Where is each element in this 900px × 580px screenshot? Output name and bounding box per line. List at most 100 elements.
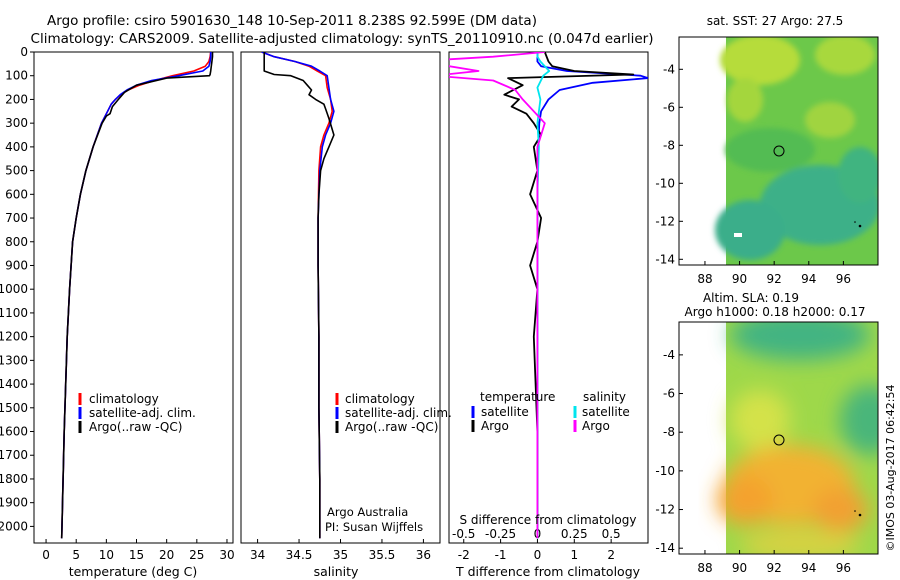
- salinity-x-axis: 34 34.5 35 35.5 36: [250, 539, 431, 562]
- sla-low-patch: [730, 322, 870, 360]
- series-line-satellite-adj-clim: [261, 52, 335, 539]
- x-tick-label: -2: [458, 548, 470, 562]
- series-line-argo-raw-qc: [263, 52, 335, 539]
- map-x-tick-label: 92: [767, 272, 782, 286]
- series-line-climatology: [261, 52, 334, 539]
- legend-temperature-title: temperature: [480, 390, 555, 404]
- sla-field-texture: [717, 322, 878, 554]
- depth-tick-label: 700: [5, 211, 28, 225]
- difference-xlabel-top: S difference from climatology: [460, 513, 637, 527]
- x-tick-label: 35: [333, 548, 348, 562]
- depth-tick-label: 400: [5, 140, 28, 154]
- salinity-note-line1: Argo Australia: [327, 505, 408, 519]
- legend-label-sal-satellite: satellite: [582, 405, 630, 419]
- sst-green-patch: [725, 128, 815, 172]
- map-x-tick-label: 90: [732, 561, 747, 575]
- sst-float-dot: [854, 221, 856, 223]
- series-line-argo-raw-qc: [60, 52, 214, 539]
- sla-mid-patch: [740, 530, 860, 554]
- map-x-tick-label: 94: [801, 272, 816, 286]
- depth-tick-label: 1200: [0, 330, 28, 344]
- x-tick-label: 10: [99, 548, 114, 562]
- legend-label-climatology: climatology: [345, 392, 415, 406]
- x-tick-label: -1: [495, 548, 507, 562]
- depth-tick-label: 600: [5, 187, 28, 201]
- map-y-tick-label: -14: [655, 541, 675, 555]
- x2-tick-label: -0.25: [485, 527, 516, 541]
- legend-label-satellite: satellite-adj. clim.: [89, 406, 196, 420]
- x-tick-label: 5: [72, 548, 80, 562]
- sla-argo-position-marker: [773, 434, 785, 446]
- legend-label-temp-argo: Argo: [481, 419, 509, 433]
- salinity-plot-frame: [240, 51, 441, 544]
- temperature-x-axis: 0 5 10 15 20 25 30: [42, 539, 235, 562]
- x-tick-label: 25: [189, 548, 204, 562]
- map-y-tick-label: -4: [663, 62, 675, 76]
- sla-map-frame: [678, 321, 879, 555]
- map-y-tick-label: -14: [655, 252, 675, 266]
- figure-title-line1: Argo profile: csiro 5901630_148 10-Sep-2…: [47, 13, 537, 29]
- series-line-climatology: [60, 52, 212, 539]
- sst-warm-patch: [815, 37, 875, 75]
- difference-xlabel-bottom: T difference from climatology: [455, 564, 641, 579]
- map-y-tick-label: -10: [655, 464, 675, 478]
- sst-map-title: sat. SST: 27 Argo: 27.5: [707, 14, 844, 28]
- legend-label-satellite: satellite-adj. clim.: [345, 406, 452, 420]
- sst-map-axes: 88 90 92 94 96 -4 -6 -8 -10 -12 -14: [655, 62, 851, 286]
- depth-tick-label: 500: [5, 164, 28, 178]
- sst-gap-marker: [734, 233, 742, 237]
- depth-tick-label: 0: [20, 45, 28, 59]
- map-y-tick-label: -8: [663, 425, 675, 439]
- temperature-plot-frame: [33, 51, 234, 544]
- sla-mid-patch: [730, 390, 790, 450]
- legend-label-temp-satellite: satellite: [481, 405, 529, 419]
- x2-tick-label: -0.5: [452, 527, 475, 541]
- series-line-satellite-adj-clim: [60, 52, 212, 539]
- depth-tick-label: 1300: [0, 353, 28, 367]
- x-tick-label: 36: [416, 548, 431, 562]
- sst-warm-patch: [805, 102, 855, 138]
- difference-series: [449, 52, 648, 539]
- depth-tick-label: 800: [5, 235, 28, 249]
- depth-tick-label: 1100: [0, 306, 28, 320]
- sst-map: [679, 37, 878, 265]
- map-x-tick-label: 92: [767, 561, 782, 575]
- depth-tick-label: 100: [5, 69, 28, 83]
- map-x-tick-label: 90: [732, 272, 747, 286]
- series-line-temperature-satellite: [536, 52, 648, 539]
- map-y-tick-label: -6: [663, 387, 675, 401]
- figure-title-line2: Climatology: CARS2009. Satellite-adjuste…: [31, 31, 654, 47]
- legend-label-argo: Argo(..raw -QC): [89, 420, 182, 434]
- sla-low-patch: [840, 385, 878, 455]
- x2-tick-label: 0.25: [561, 527, 588, 541]
- depth-axis: 0 100 200 300 400 500 600 700 800 900 1000 1100 1200…: [0, 45, 34, 533]
- map-y-tick-label: -4: [663, 348, 675, 362]
- sst-argo-position-marker: [773, 145, 785, 157]
- x2-tick-label: 0.5: [602, 527, 621, 541]
- sla-map: [679, 322, 878, 554]
- map-y-tick-label: -12: [655, 503, 675, 517]
- map-x-tick-label: 96: [836, 272, 851, 286]
- depth-tick-label: 1700: [0, 448, 28, 462]
- sla-map-title1: Altim. SLA: 0.19: [703, 291, 799, 305]
- sla-high-patch: [717, 475, 773, 525]
- x-tick-label: 15: [129, 548, 144, 562]
- x-tick-label: 0: [534, 548, 542, 562]
- map-x-tick-label: 88: [697, 561, 712, 575]
- temperature-series: [60, 52, 214, 539]
- sst-warm-patch: [720, 37, 800, 85]
- x-tick-label: 34.5: [286, 548, 313, 562]
- map-x-tick-label: 88: [697, 272, 712, 286]
- x-tick-label: 1: [570, 548, 578, 562]
- x-tick-label: 20: [159, 548, 174, 562]
- map-y-tick-label: -6: [663, 100, 675, 114]
- salinity-xlabel: salinity: [314, 564, 359, 579]
- series-line-salinity-argo: [449, 52, 546, 539]
- legend-label-climatology: climatology: [89, 392, 159, 406]
- difference-plot-frame: [448, 51, 649, 544]
- salinity-legend: climatology satellite-adj. clim. Argo(..…: [335, 392, 452, 434]
- sst-float-dot: [858, 224, 862, 228]
- sst-cool-patch: [838, 147, 878, 203]
- depth-tick-label: 300: [5, 116, 28, 130]
